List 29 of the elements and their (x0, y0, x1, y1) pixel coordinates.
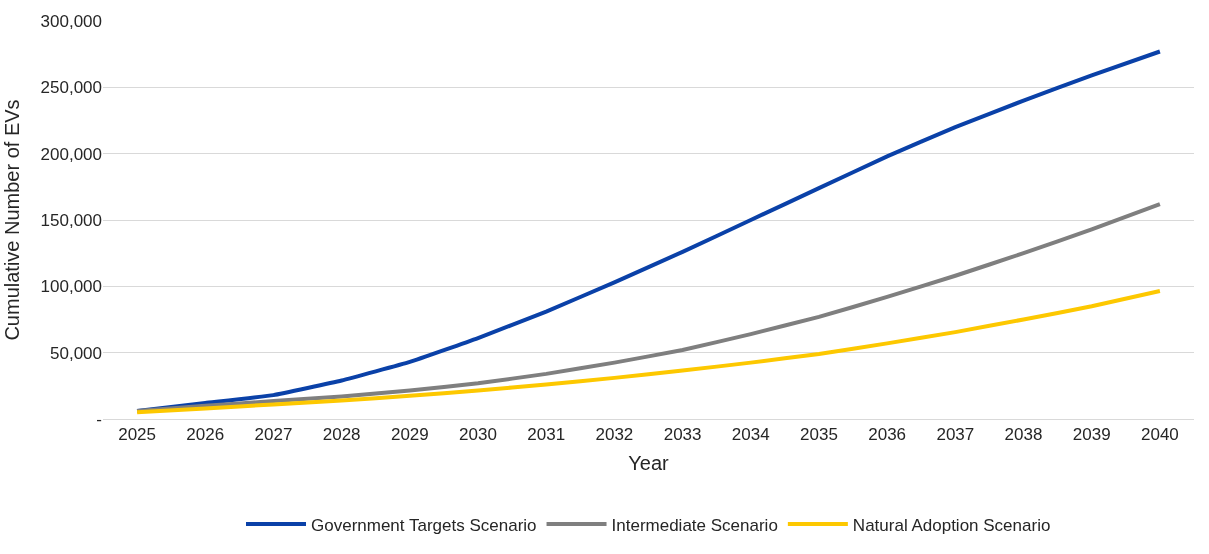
x-axis-title: Year (628, 451, 670, 474)
x-tick-label: 2039 (1072, 425, 1111, 445)
x-tick-label: 2040 (1141, 425, 1179, 445)
x-tick-label: 2029 (390, 425, 429, 445)
x-tick-label: 2025 (118, 425, 156, 445)
y-axis-title: Cumulative Number of EVs (1, 99, 24, 341)
y-tick-label: 100,000 (40, 277, 102, 297)
x-tick-label: 2032 (595, 425, 634, 445)
x-tick-label: 2026 (186, 425, 225, 445)
y-tick-label: 150,000 (40, 210, 102, 230)
y-tick-label: 200,000 (40, 144, 102, 164)
y-tick-label: 250,000 (40, 78, 102, 98)
x-tick-label: 2034 (731, 425, 770, 445)
legend-label: Natural Adoption Scenario (852, 515, 1051, 535)
x-tick-label: 2031 (527, 425, 566, 445)
y-tick-label: 50,000 (50, 343, 102, 363)
x-tick-label: 2035 (800, 425, 838, 445)
x-tick-label: 2033 (663, 425, 702, 445)
x-tick-label: 2027 (254, 425, 293, 445)
x-tick-label: 2036 (868, 425, 907, 445)
x-tick-label: 2028 (322, 425, 361, 445)
y-tick-label: - (96, 409, 102, 429)
legend-label: Intermediate Scenario (611, 515, 778, 535)
line-series (135, 288, 1162, 415)
x-tick-label: 2037 (936, 425, 975, 445)
x-tick-label: 2038 (1004, 425, 1043, 445)
y-tick-label: 300,000 (40, 11, 102, 31)
x-tick-label: 2030 (459, 425, 497, 445)
legend-label: Government Targets Scenario (311, 515, 537, 535)
